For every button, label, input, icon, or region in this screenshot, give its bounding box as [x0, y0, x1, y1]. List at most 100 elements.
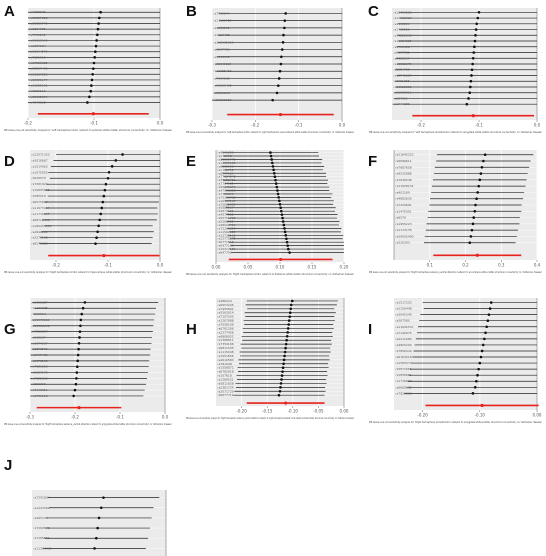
snp-label: rs7784135	[218, 182, 234, 186]
snp-label: rs7107505	[218, 315, 234, 319]
snp-label: rs7261922	[32, 182, 48, 186]
snp-label: rs75681061	[218, 202, 236, 206]
estimate-point	[77, 347, 80, 351]
x-axis-title: MR leave-one-out sensitivity analysis fo…	[4, 422, 172, 426]
estimate-point	[104, 182, 108, 186]
snp-label: rs3689838	[214, 91, 230, 95]
x-tick-label: -0.1	[90, 121, 98, 126]
estimate-point	[272, 168, 275, 172]
snp-label: rs1150448	[396, 307, 412, 311]
x-tick-label: 0.4	[534, 263, 541, 268]
x-tick-label: -0.10	[475, 413, 486, 418]
estimate-point	[75, 365, 79, 368]
snp-label: rs10693066	[32, 188, 50, 192]
snp-label: rs1115048	[218, 350, 234, 354]
x-tick-label: -0.2	[71, 415, 79, 420]
estimate-point	[286, 327, 290, 330]
snp-label: rs7581653	[32, 365, 48, 369]
snp-label: rs10285101	[30, 84, 48, 88]
snp-label: rs1716033	[396, 379, 412, 383]
estimate-point	[476, 191, 479, 194]
estimate-point	[276, 189, 279, 192]
estimate-point	[270, 158, 273, 161]
estimate-point	[280, 374, 284, 377]
estimate-point	[469, 235, 473, 238]
estimate-point	[96, 526, 99, 530]
snp-label: rs35082781	[218, 178, 236, 182]
panel-letter: D	[4, 153, 15, 170]
estimate-point	[279, 209, 283, 213]
snp-label: rs11082311	[394, 91, 412, 95]
snp-label: rs7748712	[218, 168, 234, 172]
snp-label: rs11645223	[396, 153, 414, 157]
x-tick-label: 0.0	[157, 263, 164, 268]
x-tick-label: 0.2	[462, 263, 469, 268]
snp-label: rs3045340	[396, 313, 412, 317]
snp-label: rs1165551	[34, 536, 50, 540]
x-tick-label: -0.2	[52, 263, 60, 268]
estimate-point	[276, 192, 280, 196]
snp-label: rs781048	[218, 362, 232, 366]
snp-label: rs7049536	[396, 178, 412, 182]
estimate-point	[110, 165, 114, 168]
estimate-point	[471, 392, 475, 395]
snp-label: rs1705328	[394, 45, 410, 49]
snp-label: rs75306782	[218, 195, 236, 199]
estimate-point	[478, 361, 482, 365]
snp-label: rs11562022	[218, 230, 236, 234]
x-tick-label: -0.1	[475, 123, 483, 128]
estimate-point	[97, 224, 100, 228]
estimate-point	[94, 44, 98, 48]
snp-label: rs6953205	[218, 303, 234, 307]
panel-letter: J	[4, 457, 12, 474]
snp-label: rs7687658	[396, 165, 412, 169]
estimate-point	[274, 182, 278, 185]
estimate-point	[471, 222, 475, 226]
snp-label: rs47996606	[218, 188, 236, 192]
estimate-point	[102, 194, 106, 198]
estimate-point	[279, 382, 283, 385]
estimate-point	[481, 343, 485, 347]
estimate-point	[477, 367, 480, 371]
snp-label: rs2677161	[218, 209, 234, 213]
x-tick-label: 0.20	[340, 265, 349, 270]
estimate-point	[96, 27, 100, 31]
snp-label: rs7140975	[396, 331, 412, 335]
panel-letter: A	[4, 3, 15, 20]
snp-label: rs6876591	[32, 347, 48, 351]
estimate-point	[121, 153, 124, 156]
snp-label: rs7522630	[32, 376, 48, 380]
snp-label: rs6747187	[218, 171, 234, 175]
estimate-point	[277, 84, 280, 87]
snp-label: rs9532886	[396, 172, 412, 176]
snp-label: rs6825116	[30, 89, 46, 93]
estimate-point	[285, 334, 289, 338]
snp-label: rs1386811	[218, 338, 234, 342]
snp-label: rs1152224	[394, 22, 410, 26]
snp-label: rs6771515	[218, 240, 234, 244]
snp-label: rs585018	[32, 194, 46, 198]
panel-letter: I	[368, 321, 372, 338]
estimate-point	[279, 62, 283, 66]
estimate-point	[281, 216, 284, 220]
snp-label: rs12778175	[218, 237, 236, 241]
estimate-point	[96, 33, 99, 37]
snp-label: rs11101789	[214, 19, 232, 23]
snp-label: rs4862630	[396, 197, 412, 201]
overall-estimate-point	[471, 114, 475, 118]
snp-label: rs687661	[394, 96, 408, 100]
estimate-point	[281, 366, 285, 370]
estimate-point	[95, 236, 98, 240]
estimate-point	[94, 50, 97, 54]
estimate-point	[90, 84, 93, 87]
snp-label: rs4941220	[218, 151, 234, 155]
estimate-point	[76, 359, 79, 363]
snp-label: rs4977555	[218, 213, 234, 217]
estimate-point	[278, 69, 282, 73]
estimate-point	[76, 353, 80, 357]
